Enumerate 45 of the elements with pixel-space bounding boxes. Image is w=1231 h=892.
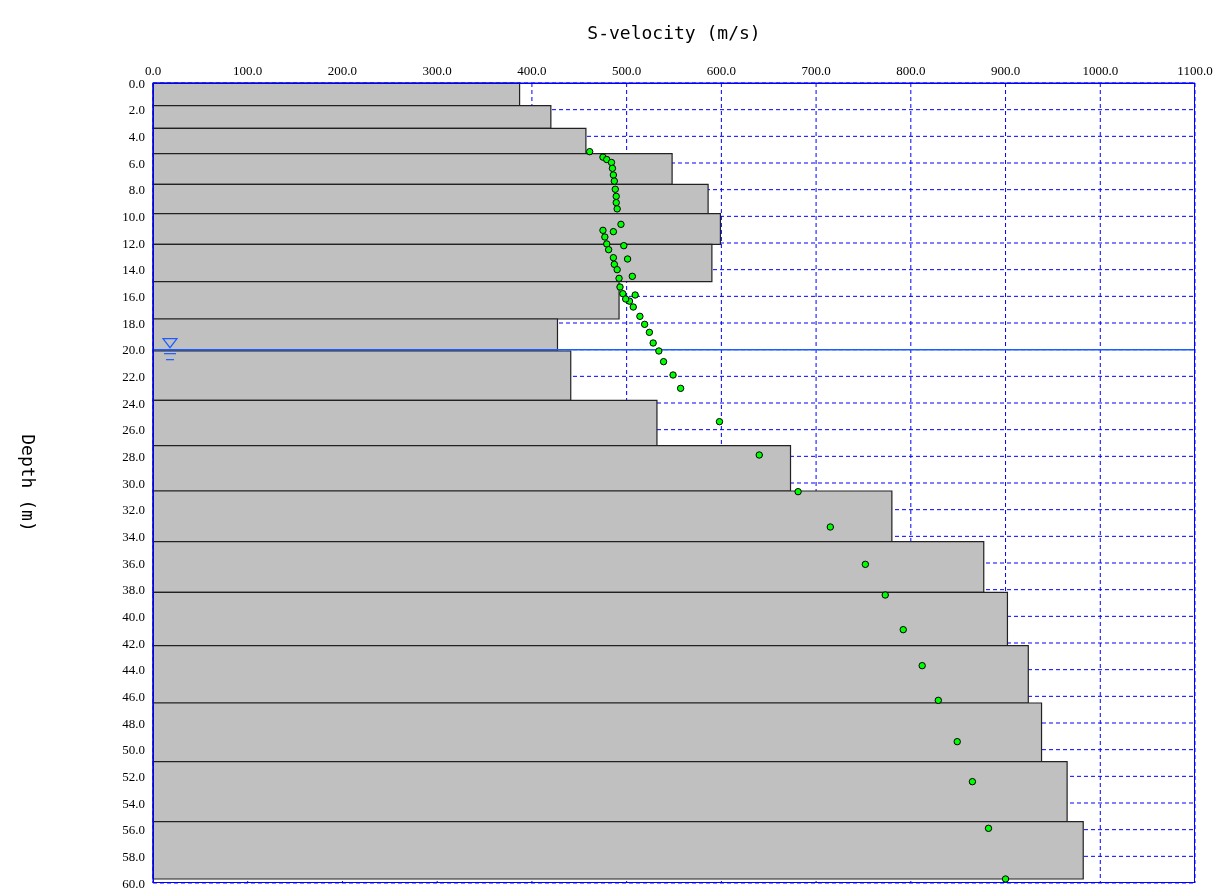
x-tick-label: 100.0 xyxy=(233,63,263,78)
y-tick-label: 26.0 xyxy=(122,422,145,438)
x-tick-label: 1100.0 xyxy=(1177,63,1213,78)
y-tick-label: 4.0 xyxy=(128,128,145,144)
y-tick-label: 2.0 xyxy=(128,102,145,118)
x-tick-label: 500.0 xyxy=(612,63,642,78)
y-tick-label: 44.0 xyxy=(122,662,145,678)
y-tick-label: 56.0 xyxy=(122,822,145,838)
x-tick-label: 700.0 xyxy=(801,63,831,78)
y-tick-label: 52.0 xyxy=(122,768,145,784)
y-tick-label: 48.0 xyxy=(122,715,145,731)
y-tick-label: 36.0 xyxy=(122,555,145,571)
y-tick-label: 60.0 xyxy=(122,875,145,891)
x-tick-label: 200.0 xyxy=(327,63,358,78)
y-tick-label: 40.0 xyxy=(122,608,145,624)
y-tick-label: 38.0 xyxy=(122,582,145,598)
y-tick-label: 58.0 xyxy=(122,848,145,864)
y-tick-label: 32.0 xyxy=(122,502,145,518)
y-tick-label: 10.0 xyxy=(122,208,145,224)
x-tick-label: 300.0 xyxy=(422,63,452,78)
y-tick-label: 34.0 xyxy=(122,528,145,544)
y-tick-label: 46.0 xyxy=(122,688,145,704)
y-tick-label: 22.0 xyxy=(122,368,145,384)
y-tick-label: 14.0 xyxy=(122,262,145,278)
y-tick-label: 18.0 xyxy=(122,315,145,331)
x-tick-label: 800.0 xyxy=(896,63,926,78)
y-tick-label: 0.0 xyxy=(128,75,145,91)
x-tick-label: 1000.0 xyxy=(1082,63,1119,78)
y-tick-label: 6.0 xyxy=(128,155,145,171)
x-tick-label: 0.0 xyxy=(144,63,162,78)
y-tick-label: 24.0 xyxy=(122,395,145,411)
y-tick-label: 16.0 xyxy=(122,288,145,304)
x-tick-label: 900.0 xyxy=(990,63,1021,78)
x-tick-label: 600.0 xyxy=(706,63,736,78)
y-tick-label: 50.0 xyxy=(122,742,145,758)
y-axis-title: Depth (m) xyxy=(17,434,39,532)
y-tick-label: 12.0 xyxy=(122,235,145,251)
x-axis-title: S-velocity (m/s) xyxy=(587,22,761,43)
y-tick-label: 20.0 xyxy=(122,342,145,358)
y-tick-label: 30.0 xyxy=(122,475,145,491)
x-tick-label: 400.0 xyxy=(517,63,547,78)
y-tick-label: 8.0 xyxy=(128,182,145,198)
y-tick-label: 28.0 xyxy=(122,448,145,464)
y-tick-label: 42.0 xyxy=(122,635,145,651)
y-tick-label: 54.0 xyxy=(122,795,145,811)
